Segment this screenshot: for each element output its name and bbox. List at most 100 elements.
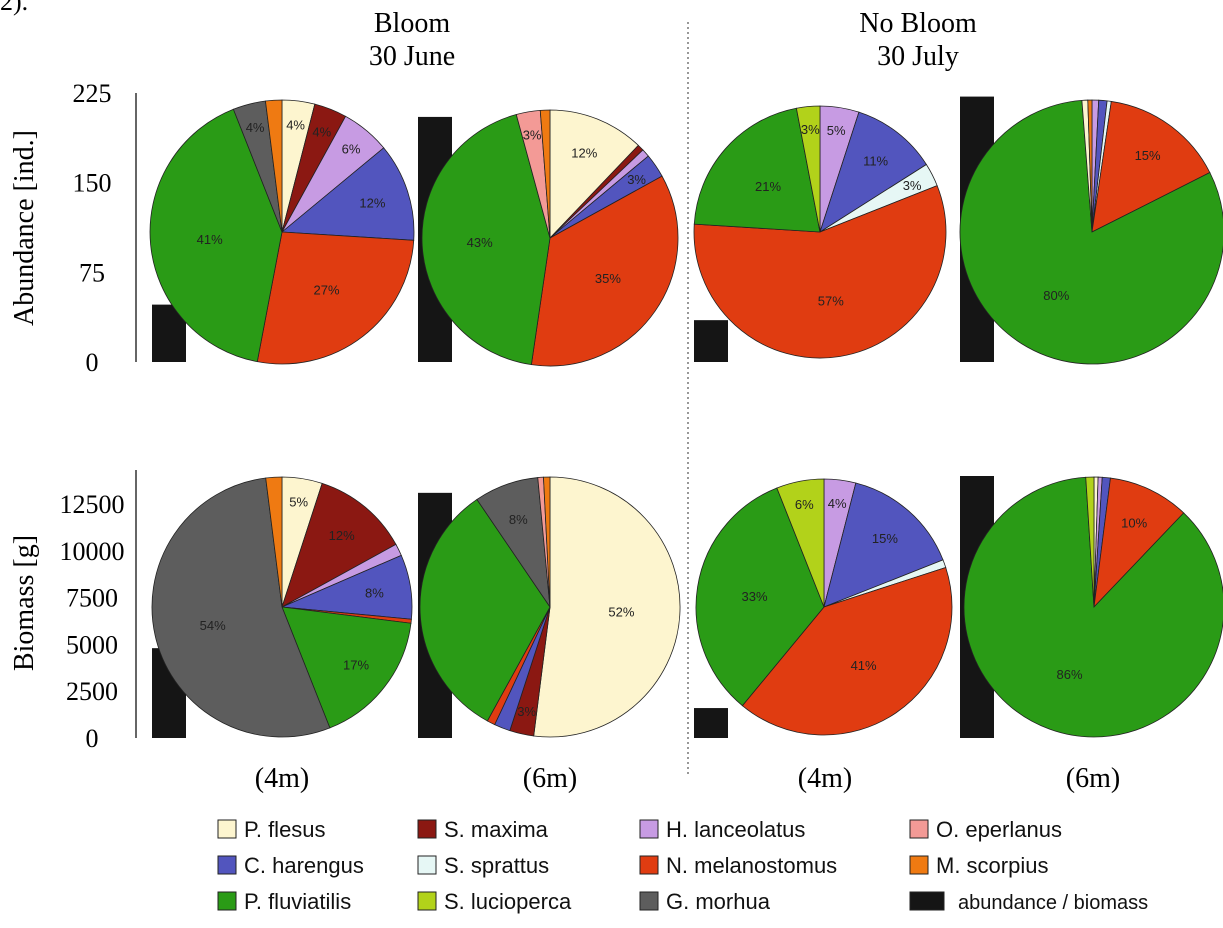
abundance-pie-bloom-30-june-6m: 12% 3% 35% 43% 3% [421, 109, 679, 367]
legend-item-s-lucioperca: S. lucioperca [417, 889, 572, 914]
pie-label-h-lanceolatus: 4% [828, 496, 847, 511]
pie-label-p-flesus: 12% [571, 145, 597, 160]
biomass-tick-2500: 2500 [66, 677, 118, 706]
depth-label-bloom-6m: (6m) [523, 763, 577, 794]
pie-label-s-maxima: 4% [312, 124, 331, 139]
legend-item-o-eperlanus: O. eperlanus [909, 817, 1062, 842]
biomass-pie-bloom-30-june-4m: 5% 12% 8% 17% 54% [151, 476, 413, 738]
header-bloom-line2: 30 June [369, 41, 455, 72]
pie-slice-m-scorpius [543, 476, 551, 608]
pie-label-c-harengus: 15% [872, 531, 898, 546]
pie-label-p-fluviatilis: 21% [755, 179, 781, 194]
legend-item-s-sprattus: S. sprattus [417, 853, 549, 878]
pie-label-c-harengus: 12% [359, 196, 385, 211]
legend-label: N. melanostomus [666, 853, 837, 878]
legend-swatch [417, 891, 437, 911]
legend-label: P. flesus [244, 817, 326, 842]
header-bloom-line1: Bloom [374, 8, 450, 39]
pie-slice-n-melanostomus [530, 175, 679, 367]
legend-swatch [417, 855, 437, 875]
pie-slice-n-melanostomus [693, 185, 947, 359]
biomass-tick-7500: 7500 [66, 584, 118, 613]
pie-slice-n-melanostomus [256, 231, 415, 365]
pie-slice-n-melanostomus [741, 566, 953, 736]
pie-slice-c-harengus [280, 147, 415, 241]
header-nobloom-line2: 30 July [877, 41, 959, 72]
pie-label-c-harengus: 3% [627, 172, 646, 187]
legend-item-c-harengus: C. harengus [217, 853, 364, 878]
pie-slice-s-maxima [281, 482, 397, 608]
pie-slice-c-harengus [819, 111, 927, 233]
legend-swatch [909, 855, 929, 875]
header-nobloom-line1: No Bloom [859, 8, 977, 39]
legend-label: P. fluviatilis [244, 889, 351, 914]
pie-label-p-fluviatilis: 80% [1043, 288, 1069, 303]
legend-label: O. eperlanus [936, 817, 1062, 842]
biomass-tick-5000: 5000 [66, 630, 118, 659]
biomass-pie-no-bloom-30-july-4m: 4% 15% 41% 33% 6% [695, 478, 953, 736]
legend-swatch [639, 855, 659, 875]
pie-label-p-flesus: 5% [289, 495, 308, 510]
pie-slice-p-flesus [549, 109, 639, 239]
legend-label: G. morhua [666, 889, 771, 914]
pie-label-s-lucioperca: 6% [795, 497, 814, 512]
pie-label-h-lanceolatus: 6% [342, 142, 361, 157]
legend-label: H. lanceolatus [666, 817, 805, 842]
pie-label-g-morhua: 4% [246, 120, 265, 135]
pie-label-s-lucioperca: 3% [801, 122, 820, 137]
abundance-pie-bloom-30-june-4m: 4% 4% 6% 12% 27% 41% 4% [149, 99, 415, 365]
biomass-tick-10000: 10000 [60, 537, 125, 566]
pie-label-g-morhua: 8% [509, 512, 528, 527]
legend-swatch [217, 819, 237, 839]
pie-label-p-fluviatilis: 86% [1056, 667, 1082, 682]
legend-item-p-fluviatilis: P. fluviatilis [217, 889, 351, 914]
pie-label-n-melanostomus: 15% [1135, 148, 1161, 163]
depth-label-nobloom-4m: (4m) [798, 763, 852, 794]
pie-slice-p-fluviatilis [421, 114, 551, 366]
pie-slice-g-morhua [151, 477, 331, 738]
legend-label: abundance / biomass [958, 892, 1148, 914]
legend-item-s-maxima: S. maxima [417, 817, 549, 842]
pie-slice-p-fluviatilis [419, 498, 551, 722]
legend-item-g-morhua: G. morhua [639, 889, 771, 914]
depth-label-nobloom-6m: (6m) [1066, 763, 1120, 794]
abundance-bar-no-bloom-30-july-4m [694, 320, 728, 362]
biomass-bar-no-bloom-30-july-4m [694, 708, 728, 738]
pie-label-p-fluviatilis: 17% [343, 657, 369, 672]
pie-slice-m-scorpius [265, 476, 283, 608]
legend-item-m-scorpius: M. scorpius [909, 853, 1048, 878]
legend-item-n-melanostomus: N. melanostomus [639, 853, 837, 878]
pie-slice-s-lucioperca [1085, 476, 1095, 608]
pie-slice-p-fluviatilis [149, 108, 283, 363]
pie-label-p-flesus: 52% [608, 605, 634, 620]
legend-label: M. scorpius [936, 853, 1048, 878]
abundance-tick-225: 225 [73, 79, 112, 108]
abundance-tick-150: 150 [73, 169, 112, 198]
abundance-pie-no-bloom-30-july-4m: 5% 11% 3% 57% 21% 3% [693, 105, 947, 359]
legend-item-abundance-biomass: abundance / biomass [909, 891, 1148, 914]
pie-label-s-maxima: 12% [329, 528, 355, 543]
pie-label-s-sprattus: 3% [903, 178, 922, 193]
pie-slice-s-lucioperca [795, 105, 821, 233]
pie-label-n-melanostomus: 41% [851, 658, 877, 673]
pie-slice-c-harengus [823, 482, 944, 608]
abundance-pie-no-bloom-30-july-6m: 15% 80% [959, 99, 1223, 365]
pie-slice-m-scorpius [265, 99, 283, 233]
biomass-pie-no-bloom-30-july-6m: 10% 86% [963, 476, 1223, 738]
pie-slice-m-scorpius [539, 109, 551, 239]
legend-swatch [639, 819, 659, 839]
corner-text: 2). [0, 0, 28, 16]
pie-label-c-harengus: 11% [863, 153, 888, 168]
pie-label-n-melanostomus: 10% [1121, 516, 1147, 531]
legend-item-p-flesus: P. flesus [217, 817, 326, 842]
legend-swatch [217, 855, 237, 875]
legend-swatch [909, 819, 929, 839]
pie-slice-p-flesus [533, 476, 681, 738]
legend-swatch [217, 891, 237, 911]
pie-label-h-lanceolatus: 5% [827, 123, 846, 138]
pie-label-n-melanostomus: 27% [313, 282, 339, 297]
legend-swatch [417, 819, 437, 839]
biomass-axis-label: Biomass [g] [9, 535, 40, 671]
pie-slice-s-lucioperca [776, 478, 825, 608]
